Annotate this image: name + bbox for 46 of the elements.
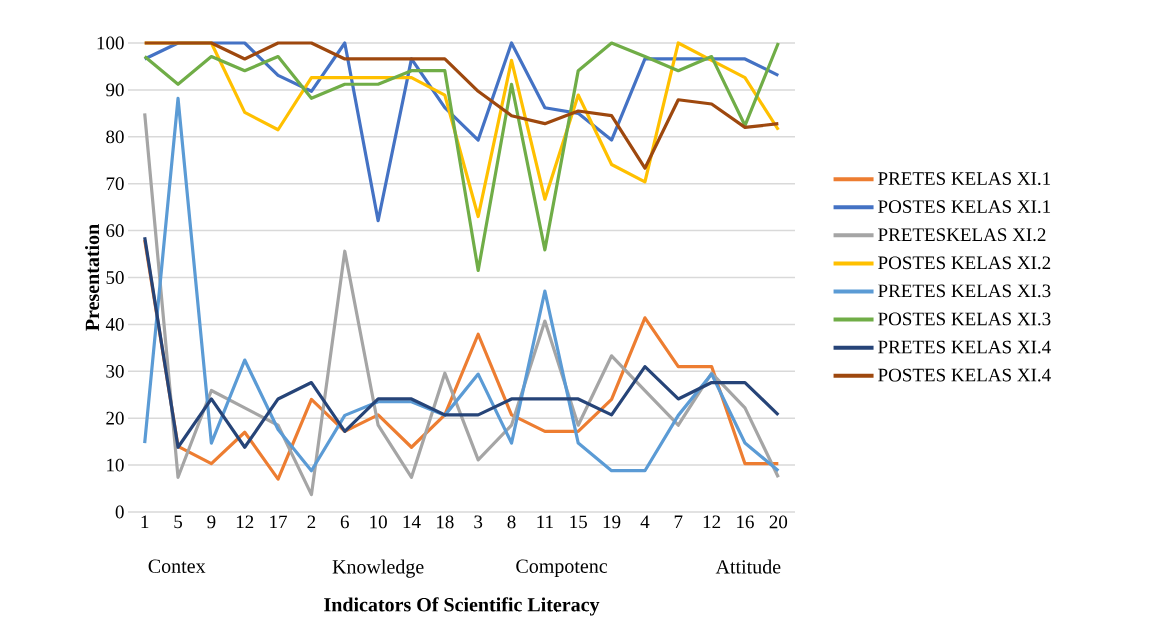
- legend-label: PRETES KELAS XI.1: [878, 172, 1051, 186]
- x-tick-label: 12: [703, 515, 721, 529]
- x-tick-label: 9: [207, 515, 216, 529]
- x-tick-label: 6: [340, 515, 349, 529]
- y-tick-label: 80: [106, 130, 124, 144]
- x-tick-label: 12: [236, 515, 254, 529]
- y-tick-label: 30: [106, 364, 124, 378]
- text: Knowledge: [332, 559, 424, 578]
- legend-label: PRETES KELAS XI.4: [878, 340, 1051, 354]
- x-tick-label: 14: [403, 515, 421, 529]
- x-tick-label: 2: [307, 515, 316, 529]
- text: Compotenc: [516, 559, 608, 578]
- y-tick-label: 20: [106, 411, 124, 425]
- legend-label: PRETESKELAS XI.2: [878, 228, 1046, 242]
- legend-label: PRETES KELAS XI.3: [878, 284, 1051, 298]
- legend-label: POSTES KELAS XI.2: [878, 256, 1051, 270]
- x-tick-label: 10: [370, 515, 387, 529]
- x-tick-label: 1: [141, 515, 149, 529]
- x-tick-label: 18: [436, 515, 454, 529]
- y-tick-label: 0: [115, 505, 124, 519]
- x-tick-label: 20: [769, 515, 788, 529]
- x-tick-label: 11: [537, 515, 553, 529]
- x-tick-label: 3: [474, 515, 483, 529]
- x-tick-label: 5: [174, 515, 183, 529]
- line-series: [143, 41, 780, 273]
- y-tick-label: 40: [105, 317, 124, 331]
- legend-label: POSTES KELAS XI.1: [878, 200, 1051, 214]
- text: Contex: [148, 559, 206, 573]
- legend-label: POSTES KELAS XI.3: [878, 312, 1051, 326]
- y-axis-title: Presentation: [85, 224, 100, 331]
- y-tick-label: 10: [107, 458, 124, 472]
- y-tick-label: 50: [106, 271, 124, 284]
- x-tick-label: 15: [570, 515, 587, 529]
- x-tick-label: 8: [507, 515, 516, 529]
- x-tick-label: 7: [674, 515, 683, 528]
- x-tick-label: 19: [603, 515, 621, 529]
- x-tick-label: 17: [270, 515, 288, 529]
- legend-label: POSTES KELAS XI.4: [878, 368, 1051, 382]
- x-tick-label: 16: [737, 515, 754, 529]
- x-tick-label: 4: [640, 515, 650, 529]
- text: Attitude: [715, 559, 781, 574]
- y-tick-label: 60: [106, 224, 124, 237]
- y-tick-label: 90: [106, 83, 124, 97]
- y-tick-label: 70: [106, 177, 124, 191]
- x-axis-title: Indicators Of Scientific Literacy: [324, 597, 600, 616]
- y-tick-label: 100: [97, 36, 124, 50]
